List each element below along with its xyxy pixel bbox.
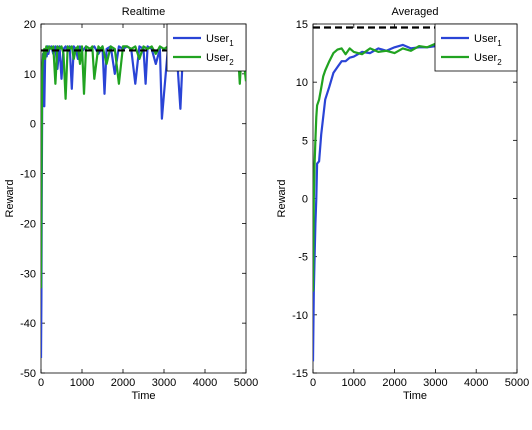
- x-tick-label: 4000: [193, 377, 217, 389]
- y-axis-label: Reward: [276, 180, 288, 218]
- y-tick-label: -10: [292, 310, 308, 322]
- chart-title: Averaged: [392, 6, 439, 18]
- y-tick-label: 0: [302, 194, 308, 206]
- y-tick-label: -50: [20, 368, 36, 380]
- y-axis-label: Reward: [4, 180, 16, 218]
- x-tick-label: 4000: [464, 377, 488, 389]
- averaged-panel: 0 1000 2000 3000 4000 5000 -15 -10 -5 0 5 10 15 Avera…: [276, 6, 529, 402]
- y-tick-label: 5: [302, 135, 308, 147]
- realtime-panel: 0 1000 2000 3000 4000 5000 -50 -40 -30 -20 -10 0 10 2…: [4, 6, 258, 402]
- legend-label-user1: User1: [206, 33, 234, 48]
- x-tick-label: 5000: [234, 377, 258, 389]
- x-tick-label: 1000: [70, 377, 94, 389]
- x-tick-label: 0: [38, 377, 44, 389]
- series-line-user2: [313, 42, 517, 292]
- y-tick-label: 10: [296, 77, 308, 89]
- y-tick-label: -40: [20, 318, 36, 330]
- x-tick-label: 1000: [342, 377, 366, 389]
- x-axis-label: Time: [131, 390, 155, 402]
- series-line-user1: [41, 45, 246, 359]
- plot-area-frame: [312, 23, 518, 374]
- y-tick-label: -20: [20, 218, 36, 230]
- x-tick-label: 0: [310, 377, 316, 389]
- series-line-user1: [313, 43, 517, 362]
- x-axis-label: Time: [403, 390, 427, 402]
- x-tick-label: 3000: [423, 377, 447, 389]
- x-tick-label: 5000: [505, 377, 529, 389]
- legend-label-user2: User2: [206, 52, 234, 67]
- y-tick-label: 20: [24, 19, 36, 31]
- legend-box: [434, 23, 518, 72]
- legend-box: [166, 23, 247, 72]
- y-tick-label: -30: [20, 268, 36, 280]
- x-tick-label: 3000: [152, 377, 176, 389]
- y-tick-label: 10: [24, 69, 36, 81]
- y-tick-label: 0: [30, 119, 36, 131]
- x-tick-label: 2000: [111, 377, 135, 389]
- legend-label-user2: User2: [474, 52, 502, 67]
- legend-label-user1: User1: [474, 33, 502, 48]
- y-tick-label: -10: [20, 169, 36, 181]
- y-tick-label: 15: [296, 19, 308, 31]
- chart-title: Realtime: [122, 6, 165, 18]
- y-tick-label: -5: [298, 252, 308, 264]
- x-tick-label: 2000: [382, 377, 406, 389]
- y-tick-label: -15: [292, 368, 308, 380]
